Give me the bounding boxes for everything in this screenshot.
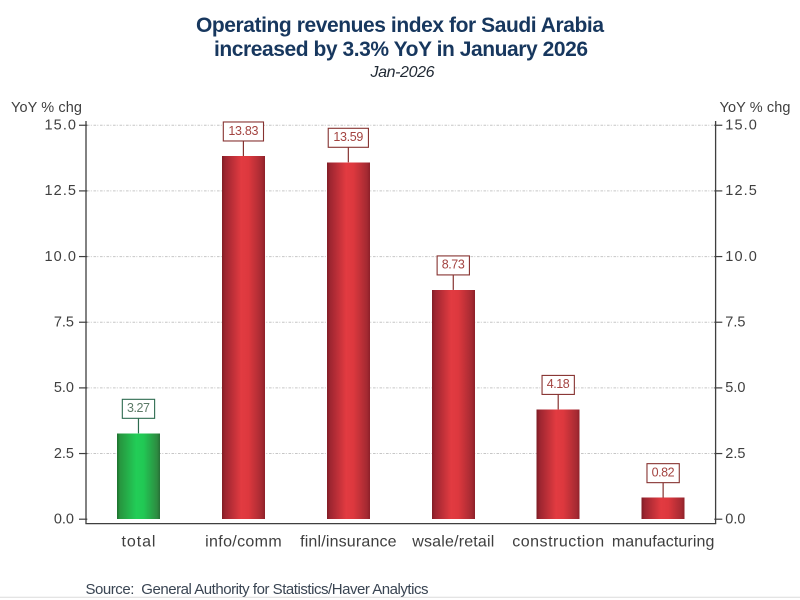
svg-text:5.0: 5.0 [725,380,745,396]
svg-text:15.0: 15.0 [45,118,77,134]
svg-text:4.18: 4.18 [547,377,570,391]
svg-text:YoY % chg: YoY % chg [720,100,791,116]
svg-text:10.0: 10.0 [45,249,77,265]
svg-text:YoY % chg: YoY % chg [11,100,82,116]
svg-text:2.5: 2.5 [725,446,745,462]
svg-text:8.73: 8.73 [442,258,465,272]
svg-text:total: total [121,533,155,550]
svg-text:0.0: 0.0 [725,511,745,527]
svg-text:wsale/retail: wsale/retail [411,533,494,550]
svg-text:7.5: 7.5 [725,314,745,330]
svg-text:finl/insurance: finl/insurance [300,533,397,550]
svg-text:7.5: 7.5 [54,314,74,330]
svg-text:2.5: 2.5 [54,446,74,462]
svg-text:15.0: 15.0 [725,118,757,134]
svg-text:Source: General Authority for: Source: General Authority for Statistics… [86,581,429,598]
svg-text:12.5: 12.5 [725,183,757,199]
svg-text:construction: construction [512,533,604,550]
svg-text:Operating revenues index for S: Operating revenues index for Saudi Arabi… [196,14,604,37]
svg-text:5.0: 5.0 [54,380,74,396]
svg-text:Jan-2026: Jan-2026 [370,64,435,81]
svg-text:0.0: 0.0 [54,511,74,527]
svg-text:12.5: 12.5 [45,183,77,199]
svg-text:13.83: 13.83 [228,124,258,138]
svg-text:10.0: 10.0 [725,249,757,265]
svg-text:manufacturing: manufacturing [612,533,715,550]
svg-text:13.59: 13.59 [333,130,363,144]
svg-text:3.27: 3.27 [127,401,150,415]
svg-text:0.82: 0.82 [652,465,675,479]
svg-text:increased by 3.3% YoY in Janua: increased by 3.3% YoY in January 2026 [214,38,588,61]
svg-text:info/comm: info/comm [205,533,282,550]
